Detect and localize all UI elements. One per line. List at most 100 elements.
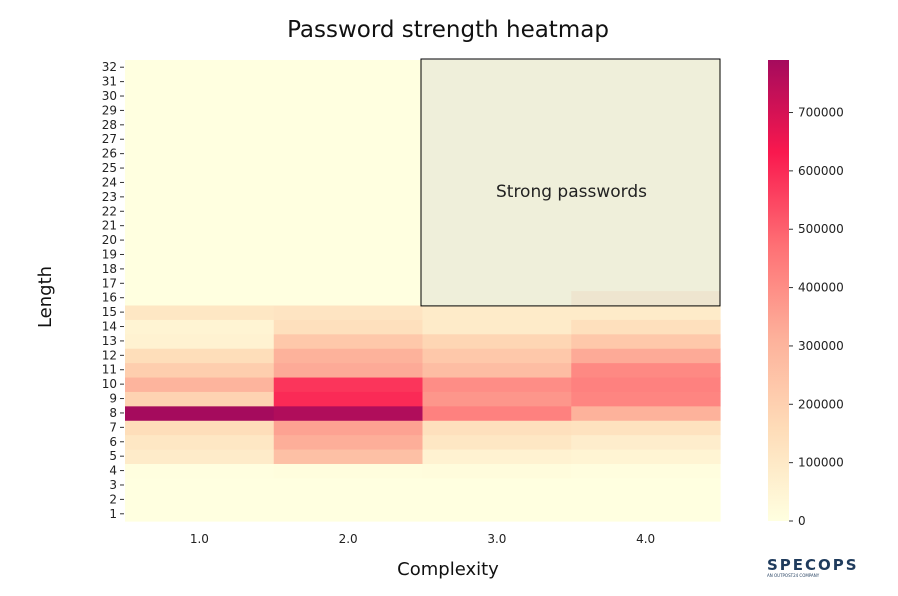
y-tick-label: 4	[109, 464, 117, 478]
y-tick-label: 16	[102, 291, 117, 305]
heatmap-cell	[422, 218, 572, 234]
heatmap-cell	[273, 261, 424, 277]
heatmap-cell	[422, 376, 572, 392]
heatmap-cell	[571, 175, 721, 191]
heatmap-cell	[571, 448, 721, 464]
y-tick-label: 23	[102, 190, 117, 204]
heatmap-cell	[422, 103, 572, 119]
y-tick-label: 32	[102, 60, 117, 74]
heatmap-cell	[273, 477, 424, 493]
heatmap-cell	[273, 88, 424, 104]
heatmap-cell	[273, 405, 424, 421]
heatmap-cell	[422, 60, 572, 76]
heatmap-cell	[273, 448, 424, 464]
heatmap-cell	[422, 290, 572, 306]
heatmap-cell	[422, 304, 572, 320]
heatmap-cell	[125, 319, 275, 335]
y-tick-label: 15	[102, 305, 117, 319]
heatmap-cell	[571, 204, 721, 220]
heatmap-cell	[125, 74, 275, 90]
heatmap-cell	[571, 60, 721, 76]
heatmap-cell	[125, 391, 275, 407]
heatmap-cell	[571, 189, 721, 205]
colorbar-tick-label: 300000	[798, 339, 844, 353]
strong-passwords-annotation: Strong passwords	[420, 58, 721, 307]
colorbar-tick-label: 100000	[798, 456, 844, 470]
colorbar-tick-label: 200000	[798, 397, 844, 411]
heatmap-cell	[273, 492, 424, 508]
y-tick-label: 6	[109, 435, 117, 449]
heatmap-cell	[273, 463, 424, 479]
heatmap-cell	[422, 319, 572, 335]
heatmap-cell	[125, 146, 275, 162]
y-tick-label: 14	[102, 320, 117, 334]
heatmap-cells	[125, 60, 721, 522]
heatmap-cell	[422, 261, 572, 277]
heatmap-cell	[422, 204, 572, 220]
heatmap-cell	[422, 348, 572, 364]
annotation-box	[420, 58, 721, 307]
y-tick-label: 17	[102, 276, 117, 290]
heatmap-cell	[273, 189, 424, 205]
heatmap-cell	[125, 376, 275, 392]
heatmap-cell	[273, 362, 424, 378]
y-tick-label: 22	[102, 204, 117, 218]
heatmap-cell	[273, 74, 424, 90]
x-tick-label: 4.0	[636, 532, 655, 546]
heatmap-cell	[273, 60, 424, 76]
specops-logo: SPECOPS AN OUTPOST24 COMPANY	[767, 556, 857, 578]
heatmap-cell	[571, 117, 721, 133]
heatmap-cell	[422, 420, 572, 436]
heatmap-cell	[571, 405, 721, 421]
heatmap-cell	[273, 276, 424, 292]
logo-subtext: AN OUTPOST24 COMPANY	[767, 573, 820, 578]
heatmap-cell	[273, 247, 424, 263]
heatmap-cell	[422, 189, 572, 205]
heatmap-cell	[273, 333, 424, 349]
y-tick-label: 5	[109, 449, 117, 463]
y-tick-label: 31	[102, 75, 117, 89]
heatmap-cell	[571, 362, 721, 378]
y-axis-ticks: 1234567891011121314151617181920212223242…	[102, 60, 124, 521]
y-tick-label: 3	[109, 478, 117, 492]
chart-title: Password strength heatmap	[287, 17, 609, 43]
y-tick-label: 18	[102, 262, 117, 276]
heatmap-cell	[125, 506, 275, 522]
y-axis-title: Length	[35, 266, 56, 328]
y-tick-label: 13	[102, 334, 117, 348]
heatmap-cell	[125, 492, 275, 508]
y-tick-label: 30	[102, 89, 117, 103]
heatmap-cell	[571, 319, 721, 335]
heatmap-cell	[273, 391, 424, 407]
y-tick-label: 2	[109, 492, 117, 506]
annotation-label: Strong passwords	[496, 182, 647, 202]
heatmap-cell	[125, 175, 275, 191]
heatmap-cell	[125, 420, 275, 436]
heatmap-cell	[571, 506, 721, 522]
heatmap-cell	[273, 434, 424, 450]
heatmap-cell	[273, 204, 424, 220]
heatmap-cell	[273, 103, 424, 119]
heatmap-cell	[273, 506, 424, 522]
y-tick-label: 9	[109, 392, 117, 406]
x-tick-label: 2.0	[339, 532, 358, 546]
y-tick-label: 25	[102, 161, 117, 175]
heatmap-cell	[125, 132, 275, 148]
x-axis-title: Complexity	[397, 559, 499, 580]
heatmap-cell	[273, 218, 424, 234]
heatmap-cell	[571, 232, 721, 248]
heatmap-cell	[422, 362, 572, 378]
heatmap-cell	[273, 132, 424, 148]
heatmap-cell	[273, 304, 424, 320]
heatmap-cell	[125, 232, 275, 248]
heatmap-cell	[571, 290, 721, 306]
heatmap-cell	[125, 434, 275, 450]
heatmap-cell	[571, 88, 721, 104]
y-tick-label: 10	[102, 377, 117, 391]
y-tick-label: 19	[102, 247, 117, 261]
heatmap-cell	[571, 492, 721, 508]
heatmap-cell	[125, 448, 275, 464]
heatmap-cell	[125, 88, 275, 104]
heatmap-cell	[125, 362, 275, 378]
colorbar-tick-label: 700000	[798, 106, 844, 120]
